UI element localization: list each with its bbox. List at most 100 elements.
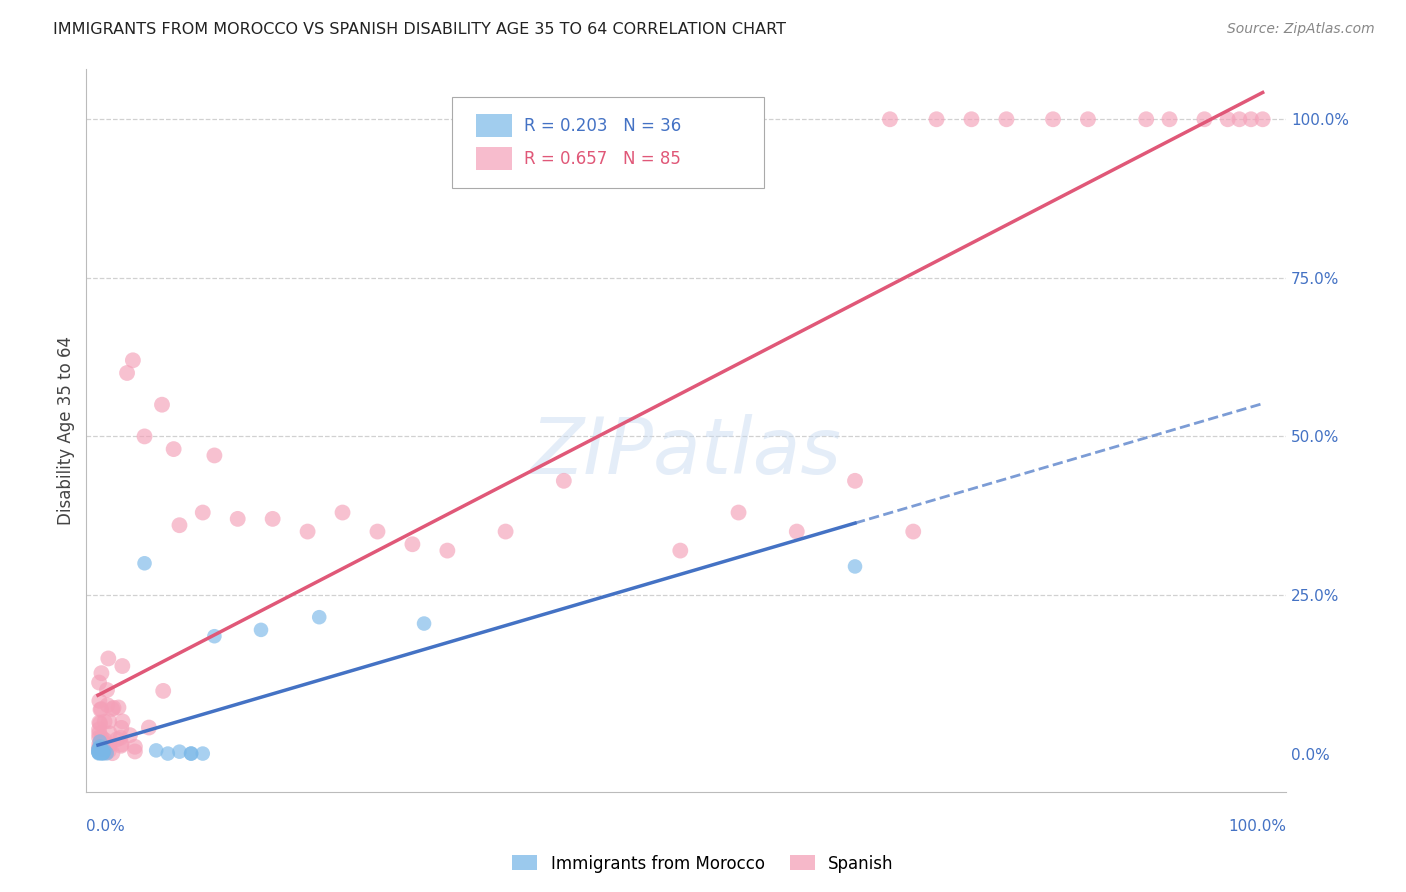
- Point: [111, 659, 134, 673]
- Point: [87, 723, 110, 737]
- Point: [169, 518, 191, 533]
- Point: [436, 543, 458, 558]
- Point: [101, 746, 124, 760]
- Point: [960, 112, 983, 127]
- Point: [89, 694, 111, 708]
- Point: [89, 734, 111, 748]
- Point: [150, 398, 173, 412]
- FancyBboxPatch shape: [453, 97, 763, 188]
- Point: [87, 741, 110, 756]
- Point: [90, 746, 112, 760]
- Point: [1194, 112, 1216, 127]
- Text: Source: ZipAtlas.com: Source: ZipAtlas.com: [1227, 22, 1375, 37]
- Point: [87, 742, 110, 756]
- Legend: Immigrants from Morocco, Spanish: Immigrants from Morocco, Spanish: [506, 848, 900, 880]
- Point: [1240, 112, 1263, 127]
- Point: [89, 739, 111, 754]
- Point: [401, 537, 423, 551]
- Point: [87, 731, 110, 745]
- Point: [90, 731, 112, 745]
- Point: [786, 524, 808, 539]
- Point: [90, 745, 112, 759]
- Point: [97, 739, 120, 754]
- Point: [89, 745, 111, 759]
- Point: [262, 512, 284, 526]
- Point: [366, 524, 388, 539]
- Point: [156, 747, 179, 761]
- Point: [89, 745, 111, 759]
- Point: [94, 745, 117, 759]
- Point: [91, 734, 114, 748]
- Point: [110, 731, 132, 745]
- FancyBboxPatch shape: [477, 147, 512, 170]
- Point: [110, 739, 132, 753]
- Point: [91, 747, 114, 761]
- Text: R = 0.657   N = 85: R = 0.657 N = 85: [524, 150, 681, 168]
- Point: [89, 715, 111, 730]
- Point: [91, 742, 114, 756]
- Point: [90, 702, 112, 716]
- Point: [297, 524, 319, 539]
- Point: [163, 442, 186, 456]
- Point: [122, 353, 145, 368]
- Point: [1251, 112, 1274, 127]
- Point: [87, 740, 110, 755]
- Point: [89, 716, 111, 731]
- Point: [115, 366, 138, 380]
- Point: [169, 745, 191, 759]
- Point: [90, 740, 112, 755]
- Point: [1042, 112, 1064, 127]
- Point: [202, 629, 225, 643]
- Point: [1135, 112, 1157, 127]
- Point: [1077, 112, 1099, 127]
- Y-axis label: Disability Age 35 to 64: Disability Age 35 to 64: [58, 335, 75, 524]
- Text: ZIPatlas: ZIPatlas: [530, 414, 842, 490]
- Point: [1159, 112, 1181, 127]
- Point: [91, 745, 114, 759]
- Point: [134, 429, 156, 443]
- Text: 100.0%: 100.0%: [1227, 820, 1286, 834]
- Point: [87, 745, 110, 759]
- Point: [191, 506, 214, 520]
- Point: [134, 556, 156, 570]
- Point: [124, 744, 146, 758]
- Point: [96, 747, 118, 761]
- Point: [89, 737, 111, 751]
- Point: [87, 747, 110, 761]
- Point: [226, 512, 249, 526]
- Point: [87, 745, 110, 759]
- Point: [90, 742, 112, 756]
- Point: [180, 747, 202, 761]
- Point: [93, 743, 115, 757]
- Point: [96, 739, 118, 754]
- Point: [1216, 112, 1239, 127]
- Point: [844, 474, 866, 488]
- Point: [332, 506, 354, 520]
- Point: [107, 700, 129, 714]
- Point: [844, 559, 866, 574]
- Point: [93, 714, 115, 729]
- Point: [124, 739, 146, 754]
- Point: [111, 714, 134, 729]
- Point: [89, 744, 111, 758]
- Point: [87, 746, 110, 760]
- Point: [553, 474, 575, 488]
- Point: [89, 746, 111, 760]
- Point: [96, 698, 118, 713]
- Point: [87, 745, 110, 759]
- Point: [103, 701, 125, 715]
- Point: [110, 721, 132, 735]
- Point: [191, 747, 214, 761]
- Point: [879, 112, 901, 127]
- Point: [308, 610, 330, 624]
- Point: [96, 683, 118, 698]
- Point: [250, 623, 273, 637]
- Point: [98, 714, 121, 729]
- Point: [495, 524, 517, 539]
- Point: [90, 741, 112, 756]
- Point: [90, 666, 112, 681]
- Point: [101, 702, 124, 716]
- Point: [202, 449, 225, 463]
- Text: R = 0.203   N = 36: R = 0.203 N = 36: [524, 117, 682, 135]
- Point: [903, 524, 925, 539]
